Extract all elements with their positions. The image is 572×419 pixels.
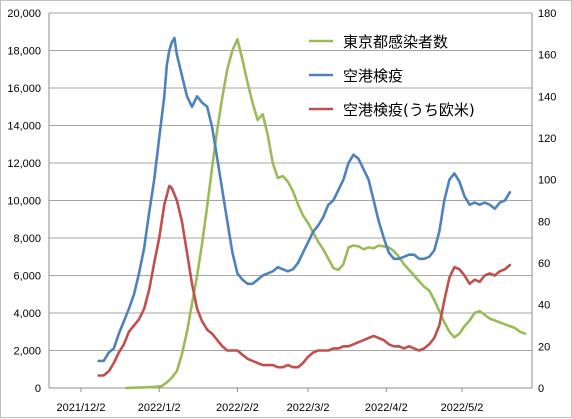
- legend-label: 空港検疫(うち欧米): [343, 101, 475, 119]
- x-tick-label: 2022/1/2: [138, 402, 181, 414]
- series-line-tokyo-cases: [125, 37, 527, 390]
- x-tick-label: 2022/3/2: [287, 402, 330, 414]
- x-tick-label: 2021/12/2: [57, 402, 106, 414]
- y-left-tick-label: 10,000: [7, 196, 41, 208]
- y-left-tick-label: 12,000: [7, 158, 41, 170]
- y-left-tick-label: 8,000: [13, 233, 41, 245]
- y-right-tick-label: 40: [538, 300, 550, 312]
- y-right-tick-label: 80: [538, 216, 550, 228]
- x-tick-label: 2022/2/2: [216, 402, 259, 414]
- y-right-tick-label: 60: [538, 258, 550, 270]
- y-left-tick-label: 20,000: [7, 8, 41, 20]
- y-right-tick-label: 0: [538, 383, 544, 395]
- y-left-tick-label: 14,000: [7, 121, 41, 133]
- gridlines: [49, 12, 532, 351]
- x-tick-label: 2022/5/2: [441, 402, 484, 414]
- legend-label: 東京都感染者数: [343, 33, 448, 51]
- series-lines: [97, 36, 527, 390]
- y-left-tick-label: 0: [35, 383, 41, 395]
- y-left-tick-label: 2,000: [13, 346, 41, 358]
- y-right-tick-label: 100: [538, 175, 556, 187]
- y-right-tick-label: 140: [538, 91, 556, 103]
- y-right-tick-label: 20: [538, 341, 550, 353]
- series-line-airport-quarantine: [97, 36, 512, 363]
- y-right-tick-label: 180: [538, 8, 556, 20]
- y-left-tick-label: 4,000: [13, 308, 41, 320]
- axes: 0 2,000 4,000 6,000 8,000 10,000 12,000 14,000 1…: [7, 8, 556, 414]
- y-left-tick-label: 16,000: [7, 83, 41, 95]
- legend-label: 空港検疫: [343, 67, 403, 85]
- x-tick-label: 2022/4/2: [365, 402, 408, 414]
- y-left-tick-label: 18,000: [7, 46, 41, 58]
- y-left-tick-label: 6,000: [13, 271, 41, 283]
- series-line-airport-quarantine-west: [97, 184, 512, 377]
- y-right-tick-label: 160: [538, 50, 556, 62]
- y-right-tick-label: 120: [538, 133, 556, 145]
